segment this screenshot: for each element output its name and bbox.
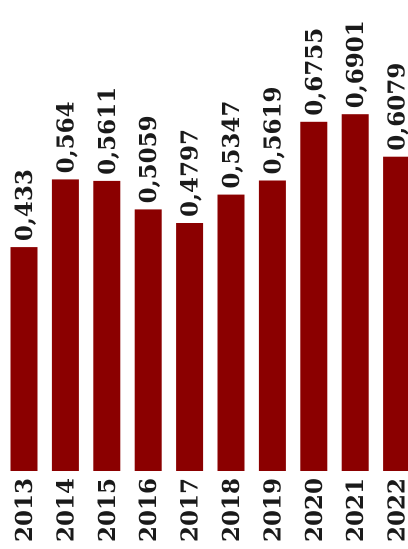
bar-2013 — [10, 247, 38, 471]
bar-2014 — [51, 179, 79, 471]
bar-2017 — [176, 223, 204, 471]
bar-2016 — [134, 209, 162, 471]
value-label-2013: 0,433 — [11, 169, 38, 241]
x-tick-label-2015: 2015 — [94, 478, 121, 542]
value-label-2018: 0,5347 — [218, 101, 245, 189]
bar-2019 — [258, 180, 286, 471]
value-label-2015: 0,5611 — [94, 87, 121, 175]
value-label-2016: 0,5059 — [135, 115, 162, 203]
value-label-2022: 0,6079 — [384, 63, 408, 151]
x-tick-label-2013: 2013 — [11, 478, 38, 542]
value-label-2020: 0,6755 — [301, 28, 328, 116]
bars-group — [10, 114, 408, 472]
x-tick-label-2022: 2022 — [384, 478, 408, 542]
value-labels-group: 0,433 0,564 0,5611 0,5059 0,4797 0,5347 0,5619… — [11, 20, 408, 241]
value-label-2019: 0,5619 — [259, 86, 286, 174]
value-label-2017: 0,4797 — [177, 129, 204, 217]
x-tick-label-2017: 2017 — [177, 478, 204, 542]
bar-2015 — [93, 180, 121, 471]
x-tick-label-2021: 2021 — [342, 478, 369, 542]
value-label-2014: 0,564 — [52, 101, 79, 173]
x-tick-label-2016: 2016 — [135, 478, 162, 542]
bar-2022 — [383, 156, 408, 471]
bar-2020 — [300, 121, 328, 472]
bar-2021 — [341, 114, 369, 471]
x-tick-labels-group: 2013 2014 2015 2016 2017 2018 2019 2020 2021 2022 — [11, 478, 408, 542]
value-label-2021: 0,6901 — [342, 20, 369, 108]
x-tick-label-2018: 2018 — [218, 478, 245, 542]
x-tick-label-2020: 2020 — [301, 478, 328, 542]
x-tick-label-2014: 2014 — [52, 478, 79, 542]
bar-2018 — [217, 194, 245, 471]
x-tick-label-2019: 2019 — [259, 478, 286, 542]
